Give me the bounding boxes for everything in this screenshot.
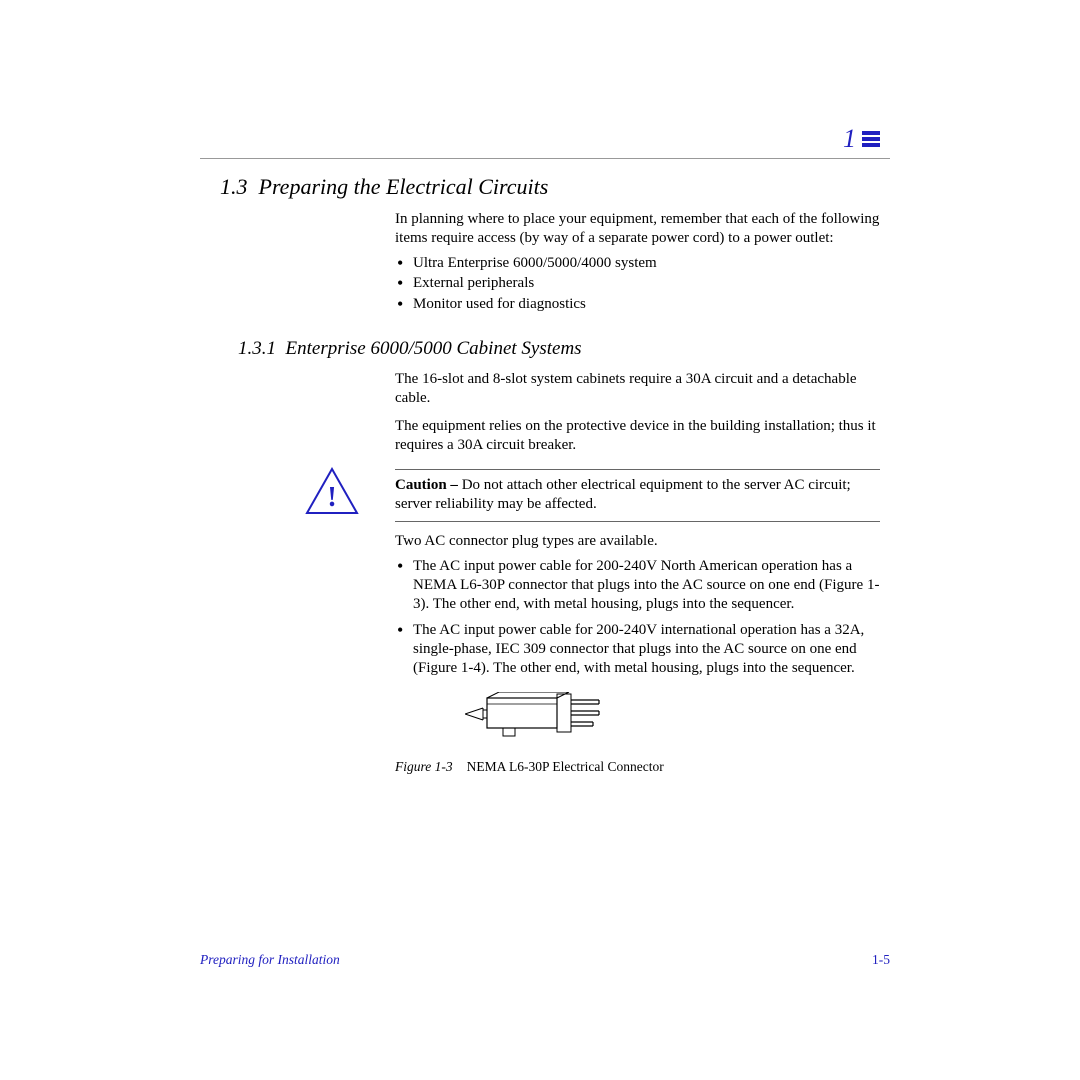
warning-triangle-icon: ! [305, 467, 359, 520]
list-item: The AC input power cable for 200-240V in… [395, 621, 880, 677]
caution-text: Caution – Do not attach other electrical… [395, 470, 880, 522]
section-1.3.1-number: 1.3.1 [238, 338, 276, 359]
list-item: Monitor used for diagnostics [395, 295, 880, 314]
section-1.3-bullets: Ultra Enterprise 6000/5000/4000 system E… [395, 254, 880, 314]
section-1.3.1-heading: 1.3.1 Enterprise 6000/5000 Cabinet Syste… [238, 338, 890, 360]
section-1.3.1-bullets: The AC input power cable for 200-240V No… [395, 557, 880, 678]
section-1.3.1-p1: The 16-slot and 8-slot system cabinets r… [395, 370, 880, 408]
caution-label: Caution – [395, 477, 462, 493]
list-item: The AC input power cable for 200-240V No… [395, 557, 880, 613]
figure-caption-text: NEMA L6-30P Electrical Connector [467, 759, 664, 774]
svg-text:!: ! [327, 482, 336, 513]
section-1.3-intro: In planning where to place your equipmen… [395, 210, 880, 248]
caution-rule-bottom [395, 521, 880, 522]
section-1.3-heading: 1.3 Preparing the Electrical Circuits [220, 174, 890, 200]
section-1.3.1-p3: Two AC connector plug types are availabl… [395, 532, 880, 551]
figure-1-3-caption: Figure 1-3 NEMA L6-30P Electrical Connect… [395, 759, 890, 775]
figure-label: Figure 1-3 [395, 759, 453, 774]
footer-page-number: 1-5 [872, 952, 890, 968]
page-footer: Preparing for Installation 1-5 [200, 952, 890, 968]
caution-body: Do not attach other electrical equipment… [395, 477, 851, 512]
section-1.3.1-title: Enterprise 6000/5000 Cabinet Systems [286, 338, 582, 359]
section-1.3.1-p2: The equipment relies on the protective d… [395, 417, 880, 455]
section-1.3-title: Preparing the Electrical Circuits [259, 174, 549, 199]
figure-1-3-diagram [465, 692, 890, 747]
caution-block: ! Caution – Do not attach other electric… [200, 469, 890, 523]
footer-title: Preparing for Installation [200, 952, 340, 968]
list-item: External peripherals [395, 274, 880, 293]
page-content: 1.3 Preparing the Electrical Circuits In… [200, 130, 890, 775]
list-item: Ultra Enterprise 6000/5000/4000 system [395, 254, 880, 273]
section-1.3-number: 1.3 [220, 174, 248, 199]
